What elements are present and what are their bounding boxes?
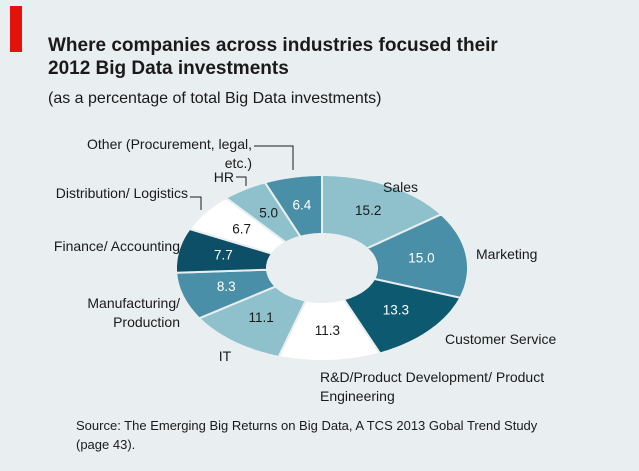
source-note: Source: The Emerging Big Returns on Big … <box>76 418 538 452</box>
category-label: Finance/ Accounting <box>53 238 180 254</box>
category-label: Marketing <box>476 246 538 262</box>
chart-title: Where companies across industries focuse… <box>48 35 498 79</box>
category-label: HR <box>213 169 234 185</box>
value-label: 6.7 <box>232 221 251 236</box>
chart-subtitle: (as a percentage of total Big Data inves… <box>48 90 382 107</box>
value-label: 5.0 <box>259 206 278 221</box>
donut-segment <box>263 174 323 238</box>
category-label: Distribution/ Logistics <box>55 185 188 201</box>
value-label: 7.7 <box>214 247 233 262</box>
category-label: IT <box>218 348 232 364</box>
value-label: 6.4 <box>293 197 312 212</box>
accent-bar <box>10 6 22 52</box>
category-label: Other (Procurement, legal, etc.) <box>87 136 252 171</box>
value-label: 11.3 <box>315 323 340 338</box>
value-label: 15.0 <box>408 250 434 265</box>
value-label: 13.3 <box>383 303 409 318</box>
category-label: R&D/Product Development/ Product Enginee… <box>320 369 545 404</box>
value-label: 15.2 <box>355 203 381 218</box>
leader-lines <box>190 145 294 210</box>
value-label: 11.1 <box>249 310 274 325</box>
value-label: 8.3 <box>217 279 236 294</box>
category-label: Customer Service <box>445 331 557 347</box>
category-label: Sales <box>383 179 419 195</box>
category-label: Manufacturing/ Production <box>87 295 180 330</box>
